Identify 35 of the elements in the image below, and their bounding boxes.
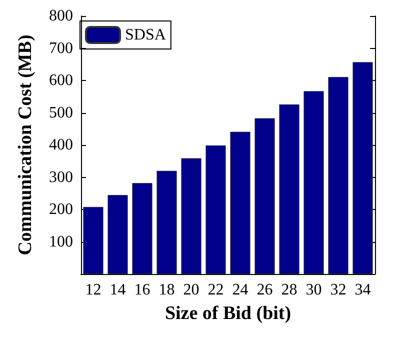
x-tick-label: 26 (256, 282, 273, 298)
x-tick-label: 22 (208, 282, 224, 298)
y-tick-label: 800 (49, 8, 73, 24)
y-tick-label: 200 (49, 201, 73, 218)
x-tick-label: 16 (134, 282, 150, 298)
bar (279, 104, 300, 274)
y-tick-label: 400 (49, 136, 73, 154)
bar (304, 91, 324, 274)
x-tick-label: 18 (158, 282, 175, 298)
y-tick-label: 300 (49, 168, 73, 186)
bar (108, 194, 128, 274)
legend-label: SDSA (125, 26, 166, 44)
y-tick-label: 500 (49, 104, 73, 122)
y-tick-label: 700 (49, 40, 73, 57)
bar (132, 183, 152, 274)
bar (206, 145, 226, 274)
x-tick-label: 20 (183, 282, 200, 298)
x-tick-label: 12 (85, 282, 102, 298)
y-axis-title: Communication Cost (MB) (15, 34, 36, 256)
bar (156, 170, 177, 274)
x-tick-label: 28 (281, 282, 298, 298)
x-tick-label: 30 (306, 282, 322, 298)
bar (328, 76, 348, 274)
y-tick-label: 600 (49, 72, 73, 89)
y-tick-label: 100 (49, 233, 73, 250)
bar (352, 62, 373, 274)
bar (181, 158, 202, 274)
x-axis-title: Size of Bid (bit) (164, 303, 292, 324)
x-tick-label: 24 (232, 282, 248, 298)
x-tick-label: 34 (354, 282, 371, 298)
bar (230, 132, 250, 274)
bar (83, 206, 104, 274)
x-tick-label: 32 (330, 282, 346, 298)
bar (254, 118, 275, 274)
x-tick-label: 14 (110, 282, 126, 298)
